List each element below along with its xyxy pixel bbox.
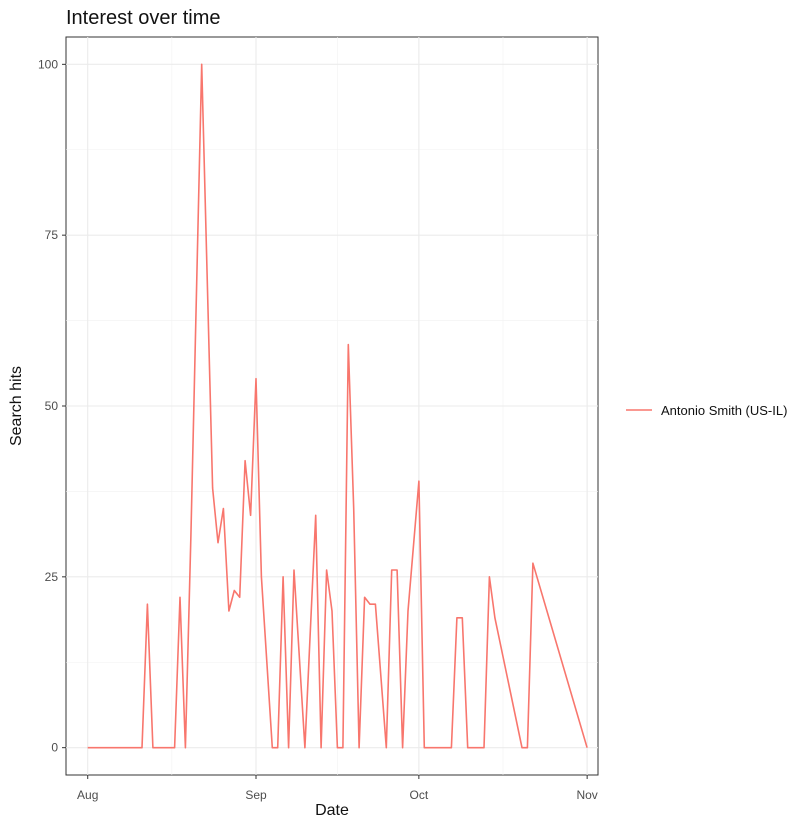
y-tick-label: 50	[45, 399, 59, 413]
x-axis-title: Date	[315, 802, 349, 819]
chart-title: Interest over time	[66, 7, 221, 29]
series-layer	[87, 63, 588, 749]
x-tick-label: Oct	[410, 788, 429, 802]
y-axis-title: Search hits	[8, 366, 25, 446]
series-line-0	[87, 63, 588, 749]
y-tick-label: 75	[45, 228, 59, 242]
y-axis: 0 25 50 75 100	[38, 57, 66, 755]
x-tick-label: Sep	[245, 788, 267, 802]
legend-label-antonio-smith: Antonio Smith (US-IL)	[661, 403, 787, 418]
major-gridlines	[66, 37, 598, 775]
y-tick-label: 0	[51, 741, 58, 755]
x-tick-label: Aug	[77, 788, 98, 802]
x-axis: Aug Sep Oct Nov	[77, 775, 598, 802]
y-tick-label: 25	[45, 570, 59, 584]
x-tick-label: Nov	[576, 788, 597, 802]
y-tick-label: 100	[38, 57, 58, 71]
legend: Antonio Smith (US-IL)	[626, 403, 787, 418]
